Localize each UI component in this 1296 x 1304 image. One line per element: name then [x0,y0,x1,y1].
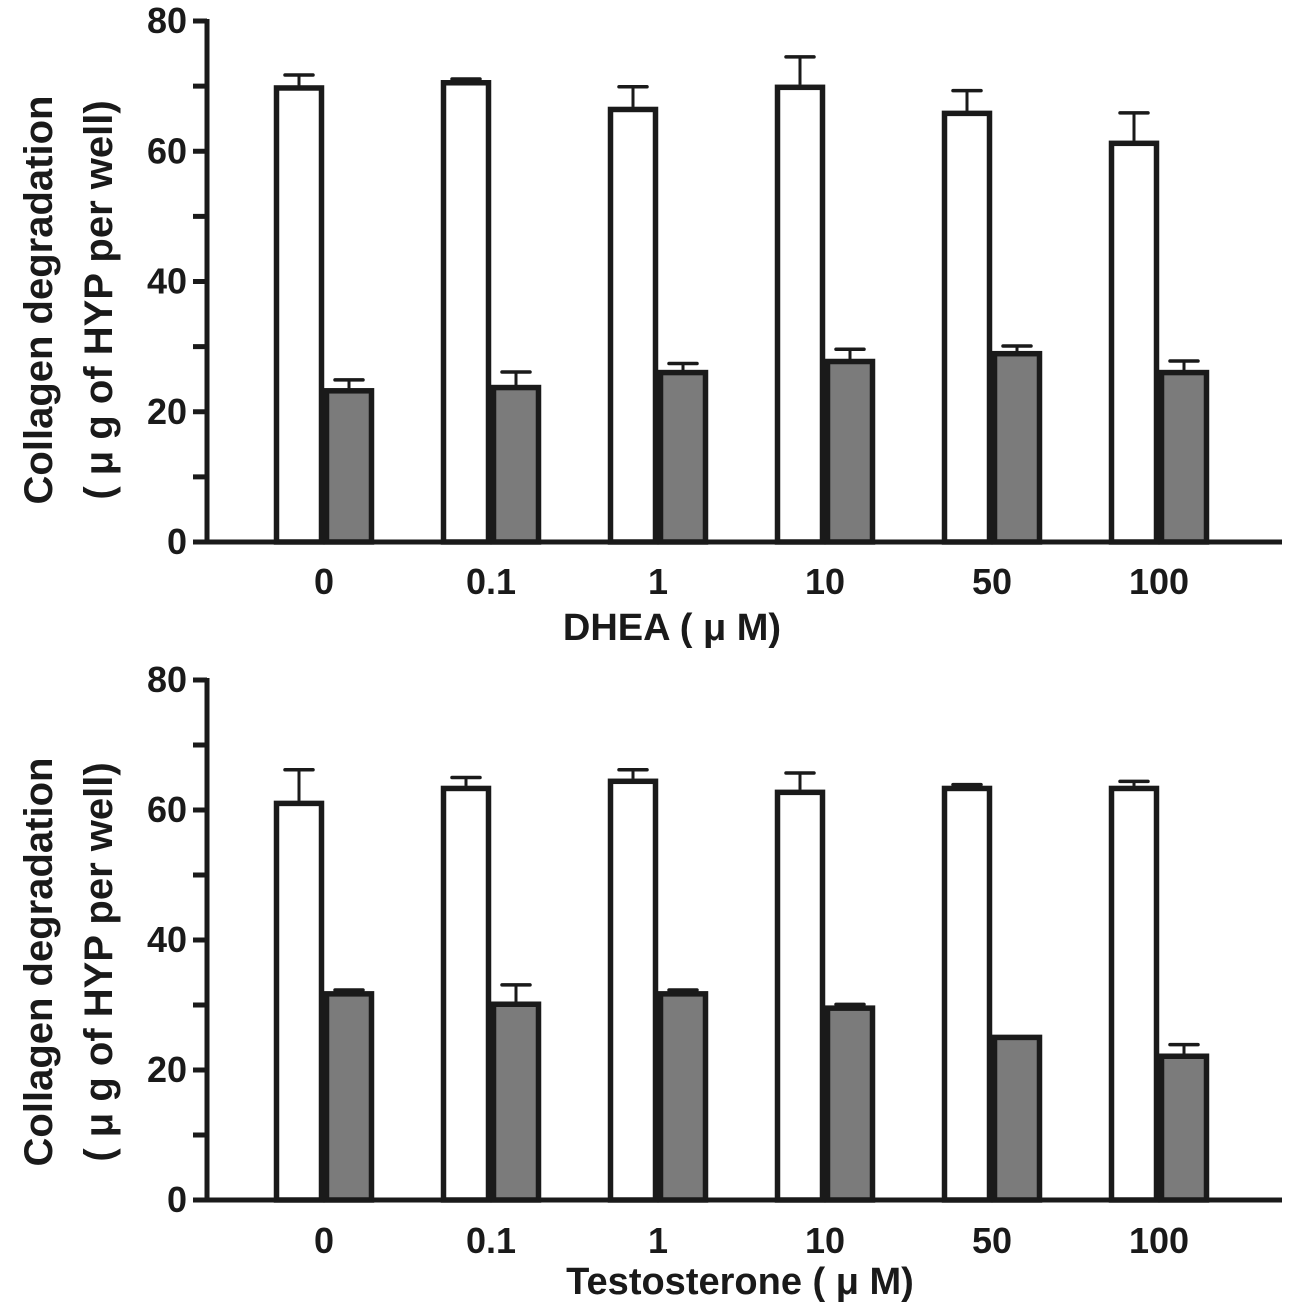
y-tick-label: 80 [147,659,187,700]
bar-open-50 [941,785,993,1203]
bar-open-0.1 [440,785,492,1203]
y-tick-label: 60 [147,789,187,830]
x-tick-label: 1 [648,561,668,602]
x-tick-label: 100 [1129,561,1189,602]
y-tick-label: 0 [167,1179,187,1220]
x-tick-label: 10 [805,1220,845,1261]
bar-filled-100 [1158,1053,1210,1203]
y-tick-label: 40 [147,261,187,302]
bar-open-1 [607,106,659,545]
y-tick-label: 20 [147,1049,187,1090]
x-tick-label: 50 [972,561,1012,602]
x-tick-label: 0.1 [466,1220,516,1261]
y-axis-label-line1: Collagen degradation [17,758,61,1167]
y-axis-label-line2: ( μ g of HYP per well) [77,100,121,499]
bar-filled-10 [824,358,876,545]
x-tick-label: 0 [314,1220,334,1261]
bar-filled-1 [657,991,709,1203]
chart-marks: 0 0.1 1 10 50 100 0 20 40 60 80 [147,659,1282,1261]
chart-marks: 0 0.1 1 10 50 100 0 20 40 60 80 [147,0,1282,602]
y-axis-label-line2: ( μ g of HYP per well) [77,762,121,1161]
chart-panel-testosterone: Collagen degradation ( μ g of HYP per we… [17,659,1282,1303]
y-tick-label: 0 [167,521,187,562]
x-axis-label: Testosterone ( μ M) [566,1261,914,1303]
bar-filled-0.1 [490,384,542,545]
bar-open-1 [607,778,659,1203]
x-tick-label: 10 [805,561,845,602]
x-tick-label: 0.1 [466,561,516,602]
bar-open-10 [774,84,826,545]
y-axis-label-line1: Collagen degradation [17,96,61,505]
y-tick-label: 40 [147,919,187,960]
x-tick-label: 0 [314,561,334,602]
bar-filled-10 [824,1005,876,1203]
bar-filled-0 [323,991,375,1203]
bar-filled-100 [1158,369,1210,545]
bar-filled-50 [991,350,1043,545]
x-tick-label: 1 [648,1220,668,1261]
bar-open-50 [941,110,993,545]
bar-open-10 [774,789,826,1203]
bar-open-0 [273,85,325,545]
bar-filled-1 [657,369,709,545]
bar-filled-50 [991,1034,1043,1203]
bar-filled-0.1 [490,1001,542,1203]
bar-open-100 [1108,140,1160,545]
x-axis-label: DHEA ( μ M) [563,607,781,649]
y-tick-label: 60 [147,130,187,171]
bar-open-0 [273,800,325,1203]
bar-open-0.1 [440,80,492,545]
y-tick-label: 80 [147,0,187,41]
y-tick-label: 20 [147,391,187,432]
x-tick-label: 100 [1129,1220,1189,1261]
bar-filled-0 [323,388,375,545]
bar-open-100 [1108,785,1160,1203]
x-tick-label: 50 [972,1220,1012,1261]
chart-panel-dhea: Collagen degradation ( μ g of HYP per we… [17,0,1282,649]
